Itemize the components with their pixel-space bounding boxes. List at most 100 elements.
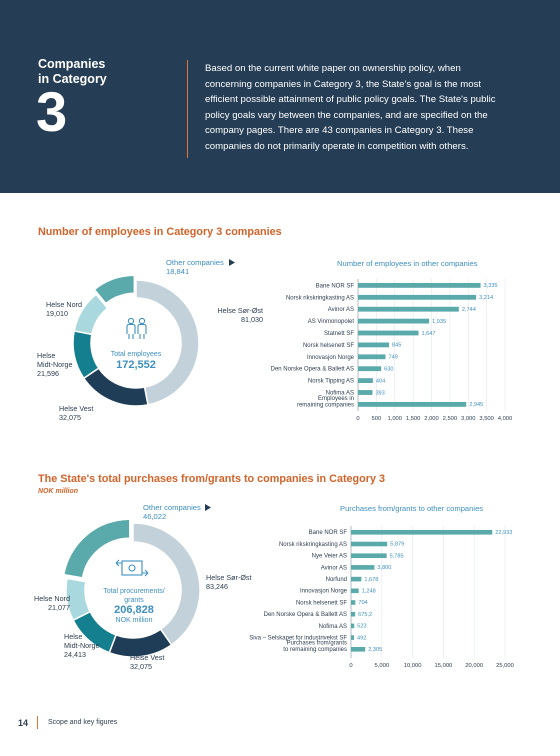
donut2-value-nord: 21,077 xyxy=(48,603,70,612)
bar-category-label: Den Norske Opera & Ballett AS xyxy=(271,367,354,373)
bar xyxy=(351,553,387,558)
bar xyxy=(351,611,356,617)
donut1-value-vest: 32,075 xyxy=(59,413,81,422)
bar-category-label: AS Vinmonopolet xyxy=(308,319,355,325)
exchange-icon xyxy=(115,559,149,577)
donut1-total-value: 172,552 xyxy=(116,359,156,371)
footer-divider xyxy=(37,716,38,729)
employees-bar-chart: 0 500 1,000 1,500 2,000 2,500 3,000 3,500 4,000 3… xyxy=(271,279,513,422)
bar-value-label: 749 xyxy=(389,355,398,361)
donut2-value-sorost: 83,246 xyxy=(206,582,228,591)
donut-slice-other-companies xyxy=(93,274,136,305)
bar xyxy=(358,390,373,395)
x-tick-label: 2,000 xyxy=(424,416,439,422)
x-tick-label: 2,500 xyxy=(443,416,458,422)
bar-category-label: Norsk helsenett SF xyxy=(296,600,347,606)
bar-category-label: Innovasjon Norge xyxy=(300,589,348,595)
donut-slice-helse-vest xyxy=(82,367,149,407)
donut1-value-nord: 19,010 xyxy=(46,309,68,318)
bar xyxy=(358,378,373,383)
header-title-line1: Companies xyxy=(38,57,106,71)
bar xyxy=(351,576,362,582)
play-arrow-icon-2 xyxy=(205,504,211,511)
donut2-total-label-2: grants xyxy=(124,597,144,604)
bar-value-label: 675,2 xyxy=(358,612,372,618)
bar-category-label: Nofima AS xyxy=(326,391,354,397)
section1-title: Number of employees in Category 3 compan… xyxy=(38,226,282,238)
bar-value-label: 3,800 xyxy=(377,565,391,571)
donut1-label-nord: Helse Nord xyxy=(46,300,82,309)
employees-donut-chart xyxy=(72,274,200,407)
bar-value-label: 704 xyxy=(358,600,367,606)
bar-value-label: 5,785 xyxy=(390,553,404,559)
bar-category-label: to remaining companies xyxy=(283,647,347,653)
donut2-value-vest: 32,075 xyxy=(130,662,152,671)
section2-subtitle: NOK million xyxy=(38,488,79,495)
bar-value-label: 1,935 xyxy=(432,319,446,325)
x-tick-label: 500 xyxy=(372,416,382,422)
donut2-total-label-1: Total procurements/ xyxy=(103,588,165,595)
purchases-bar-chart: 0 5,000 10,000 15,000 20,000 25,000 22,933 Bane… xyxy=(249,526,514,669)
bar-value-label: 492 xyxy=(357,635,366,641)
bar-category-label: Employees in xyxy=(318,396,354,402)
bar-category-label: Norsk rikskringkasting AS xyxy=(286,295,354,301)
donut2-label-sorost: Helse Sør-Øst xyxy=(206,573,252,582)
bar-value-label: 1,647 xyxy=(422,331,436,337)
donut2-label-nord: Helse Nord xyxy=(34,594,70,603)
bar-value-label: 2,744 xyxy=(462,307,476,313)
donut-slice-other-companies xyxy=(62,518,131,579)
header-intro-text: Based on the current white paper on owne… xyxy=(205,63,496,152)
play-arrow-icon xyxy=(229,259,235,266)
donut-slice-helse-midt-norge xyxy=(72,330,100,380)
donut1-label-vest: Helse Vest xyxy=(59,404,93,413)
donut1-other-label: Other companies xyxy=(166,258,224,267)
donut2-other-value: 46,022 xyxy=(143,512,166,521)
bar xyxy=(351,635,355,640)
bar xyxy=(351,588,359,594)
header-divider xyxy=(187,60,188,158)
donut-slice-helse-s-r-st xyxy=(135,279,200,406)
bar-category-label: Norsk helsenett SF xyxy=(303,343,354,349)
bar-value-label: 3,214 xyxy=(479,295,493,301)
donut2-other-label: Other companies xyxy=(143,503,201,512)
bar xyxy=(351,600,356,605)
bar xyxy=(358,366,382,372)
x-tick-label: 4,000 xyxy=(498,416,513,422)
x-tick-label: 15,000 xyxy=(435,663,453,669)
bar-category-label: Bane NOR SF xyxy=(309,530,348,536)
donut2-label-vest: Helse Vest xyxy=(130,653,164,662)
x-tick-label: 10,000 xyxy=(404,663,422,669)
bar xyxy=(358,330,419,336)
bar xyxy=(358,306,459,312)
x-tick-label: 0 xyxy=(349,663,352,669)
x-tick-label: 25,000 xyxy=(496,663,514,669)
bar-category-label: Purchases from/grants xyxy=(287,641,347,647)
bar-category-label: Avinor AS xyxy=(321,565,347,571)
donut2-value-midt: 24,413 xyxy=(64,650,86,659)
bar-category-label: Siva – Selskapet for industrivekst SF xyxy=(249,636,347,642)
bar-category-label: Norsk rikskringkasting AS xyxy=(279,542,347,548)
bar-value-label: 1,248 xyxy=(362,589,376,595)
bar xyxy=(358,402,467,407)
x-tick-label: 5,000 xyxy=(375,663,390,669)
bar xyxy=(358,294,477,300)
header-banner: Companies in Category 3 Based on the cur… xyxy=(0,0,560,193)
donut1-total-label: Total employees xyxy=(111,351,162,358)
bar-value-label: 5,879 xyxy=(390,542,404,548)
donut-slice-helse-nord xyxy=(73,293,109,336)
bar1-title: Number of employees in other companies xyxy=(337,259,478,268)
header-title-line2: in Category xyxy=(38,72,107,86)
donut2-label-midt-2: Midt-Norge xyxy=(64,641,100,650)
bar-category-label: Nofima AS xyxy=(319,624,347,630)
donut1-label-midt-1: Helse xyxy=(37,351,55,360)
bar-category-label: Innovasjon Norge xyxy=(307,355,355,361)
bar xyxy=(351,647,366,652)
footer-text: Scope and key figures xyxy=(48,719,118,726)
bar-category-label: remaining companies xyxy=(297,402,354,408)
donut1-value-midt: 21,596 xyxy=(37,369,59,378)
bar xyxy=(351,565,375,570)
x-tick-label: 1,000 xyxy=(387,416,402,422)
bar-category-label: Avinor AS xyxy=(328,307,354,313)
bar xyxy=(351,530,493,535)
bar2-title: Purchases from/grants to other companies xyxy=(340,504,483,513)
